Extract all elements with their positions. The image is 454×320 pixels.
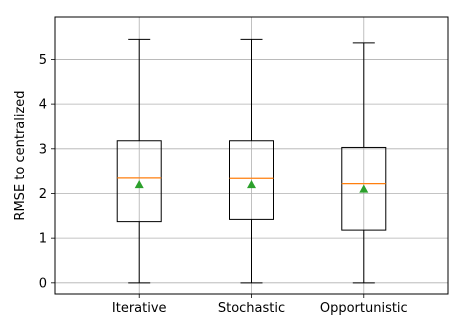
x-axis-ticks: Iterative Stochastic Opportunistic — [112, 294, 408, 316]
y-tick-label: 3 — [39, 142, 47, 157]
y-axis-label: RMSE to centralized — [13, 90, 28, 220]
box-group — [229, 38, 274, 284]
mean-marker — [247, 180, 256, 189]
iqr-box — [229, 140, 274, 220]
x-tick-label: Opportunistic — [320, 301, 408, 316]
y-tick-label: 4 — [39, 98, 47, 113]
iqr-box — [116, 140, 162, 223]
x-tick-label: Iterative — [112, 301, 167, 316]
x-tick-label: Stochastic — [218, 301, 285, 316]
mean-marker — [359, 184, 369, 193]
boxes — [116, 38, 387, 284]
mean-marker — [134, 180, 144, 189]
box-group — [341, 42, 387, 284]
iqr-box — [341, 146, 387, 231]
y-tick-label: 5 — [39, 53, 47, 68]
y-axis-ticks: 0 1 2 3 4 5 — [39, 53, 55, 291]
y-tick-label: 0 — [39, 276, 47, 291]
box-group — [116, 38, 162, 284]
y-tick-label: 2 — [39, 187, 47, 202]
y-tick-label: 1 — [39, 232, 47, 247]
